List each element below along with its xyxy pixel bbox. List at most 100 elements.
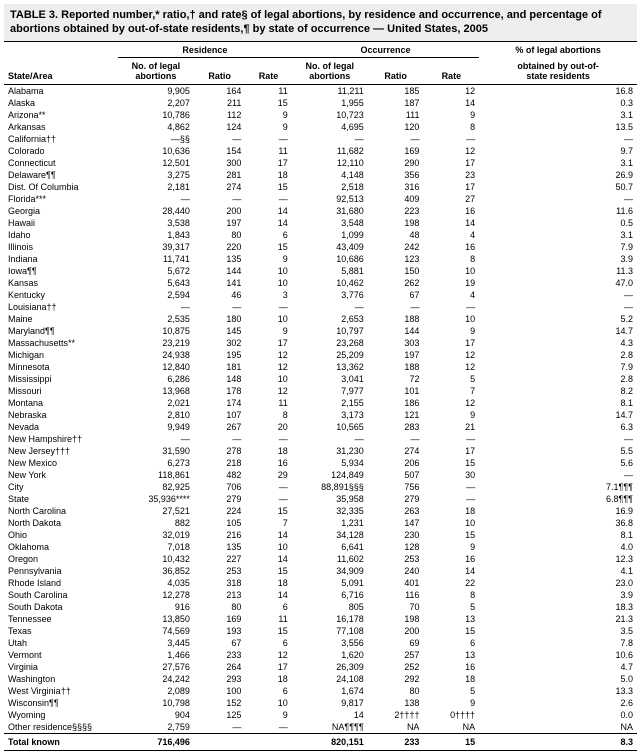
value-cell: — — [194, 301, 245, 313]
value-cell: 218 — [194, 457, 245, 469]
value-cell: 10 — [245, 277, 291, 289]
table-row: Arizona**10,786112910,72311193.1 — [4, 109, 637, 121]
value-cell: 279 — [194, 493, 245, 505]
value-cell: 24,108 — [292, 673, 368, 685]
value-cell: 11 — [245, 84, 291, 97]
value-cell: 112 — [194, 109, 245, 121]
value-cell: 3.9 — [479, 253, 637, 265]
value-cell: 11 — [245, 613, 291, 625]
value-cell: 10 — [423, 517, 479, 529]
value-cell: 10 — [245, 541, 291, 553]
value-cell: 4,862 — [118, 121, 194, 133]
state-cell: Connecticut — [4, 157, 118, 169]
table-row: Illinois39,3172201543,409242167.9 — [4, 241, 637, 253]
state-cell: Alaska — [4, 97, 118, 109]
value-cell: 80 — [194, 229, 245, 241]
state-cell: Maine — [4, 313, 118, 325]
value-cell: — — [423, 493, 479, 505]
residence-group-header: Residence — [118, 41, 292, 57]
value-cell: — — [368, 133, 424, 145]
value-cell: 2.8 — [479, 349, 637, 361]
state-cell: West Virginia†† — [4, 685, 118, 697]
value-cell: 3,776 — [292, 289, 368, 301]
value-cell: 135 — [194, 253, 245, 265]
value-cell: 193 — [194, 625, 245, 637]
value-cell: 293 — [194, 673, 245, 685]
value-cell: 16.9 — [479, 505, 637, 517]
state-cell: Kentucky — [4, 289, 118, 301]
res-abortions-header: No. of legalabortions — [118, 57, 194, 84]
value-cell: 92,513 — [292, 193, 368, 205]
state-cell: California†† — [4, 133, 118, 145]
value-cell: 10 — [423, 313, 479, 325]
value-cell: 5,643 — [118, 277, 194, 289]
value-cell: 223 — [368, 205, 424, 217]
value-cell: 5,672 — [118, 265, 194, 277]
value-cell: 27,521 — [118, 505, 194, 517]
table-row: Rhode Island4,035318185,0914012223.0 — [4, 577, 637, 589]
value-cell: 916 — [118, 601, 194, 613]
state-cell: Massachusetts** — [4, 337, 118, 349]
value-cell: 82,925 — [118, 481, 194, 493]
value-cell: — — [194, 193, 245, 205]
table-row: Michigan24,9381951225,209197122.8 — [4, 349, 637, 361]
table-row: North Dakota88210571,2311471036.8 — [4, 517, 637, 529]
value-cell: 756 — [368, 481, 424, 493]
value-cell: — — [292, 433, 368, 445]
value-cell: 3,275 — [118, 169, 194, 181]
value-cell: 198 — [368, 217, 424, 229]
value-cell: 10,686 — [292, 253, 368, 265]
value-cell: 22 — [423, 577, 479, 589]
value-cell: 35,936**** — [118, 493, 194, 505]
value-cell: 11,211 — [292, 84, 368, 97]
value-cell: 128 — [368, 541, 424, 553]
value-cell: 7 — [423, 385, 479, 397]
state-cell: Delaware¶¶ — [4, 169, 118, 181]
value-cell: 152 — [194, 697, 245, 709]
value-cell: 2,594 — [118, 289, 194, 301]
value-cell: 13,362 — [292, 361, 368, 373]
value-cell: 12 — [245, 349, 291, 361]
table-row: Mississippi6,286148103,0417252.8 — [4, 373, 637, 385]
value-cell: 224 — [194, 505, 245, 517]
value-cell: 14 — [423, 565, 479, 577]
value-cell: —§§ — [118, 133, 194, 145]
value-cell: 10 — [245, 697, 291, 709]
value-cell: 7 — [245, 517, 291, 529]
table-row: State35,936****279—35,958279—6.8¶¶¶ — [4, 493, 637, 505]
value-cell: 27 — [423, 193, 479, 205]
value-cell: — — [245, 721, 291, 734]
state-cell: Dist. Of Columbia — [4, 181, 118, 193]
value-cell: 15 — [245, 97, 291, 109]
value-cell: 3,173 — [292, 409, 368, 421]
value-cell: 11.6 — [479, 205, 637, 217]
value-cell: 9 — [423, 409, 479, 421]
value-cell: 30 — [423, 469, 479, 481]
value-cell: 120 — [368, 121, 424, 133]
value-cell: 24,242 — [118, 673, 194, 685]
value-cell: 147 — [368, 517, 424, 529]
value-cell: 15 — [423, 529, 479, 541]
value-cell: 2,535 — [118, 313, 194, 325]
value-cell: 4 — [423, 229, 479, 241]
value-cell: 316 — [368, 181, 424, 193]
value-cell: 5.0 — [479, 673, 637, 685]
value-cell: 32,335 — [292, 505, 368, 517]
value-cell: 5.5 — [479, 445, 637, 457]
value-cell: 18 — [423, 505, 479, 517]
value-cell: 4,035 — [118, 577, 194, 589]
pct-header: obtained by out-of-state residents — [479, 57, 637, 84]
value-cell: 34,909 — [292, 565, 368, 577]
state-cell: North Dakota — [4, 517, 118, 529]
value-cell: 240 — [368, 565, 424, 577]
value-cell: 0.3 — [479, 97, 637, 109]
state-cell: Other residence§§§§ — [4, 721, 118, 734]
value-cell: 2,181 — [118, 181, 194, 193]
value-cell: 14 — [423, 217, 479, 229]
value-cell: 11 — [245, 145, 291, 157]
value-cell: 8.2 — [479, 385, 637, 397]
value-cell: 14.7 — [479, 325, 637, 337]
state-cell: Rhode Island — [4, 577, 118, 589]
value-cell: 80 — [194, 601, 245, 613]
value-cell: 116 — [368, 589, 424, 601]
